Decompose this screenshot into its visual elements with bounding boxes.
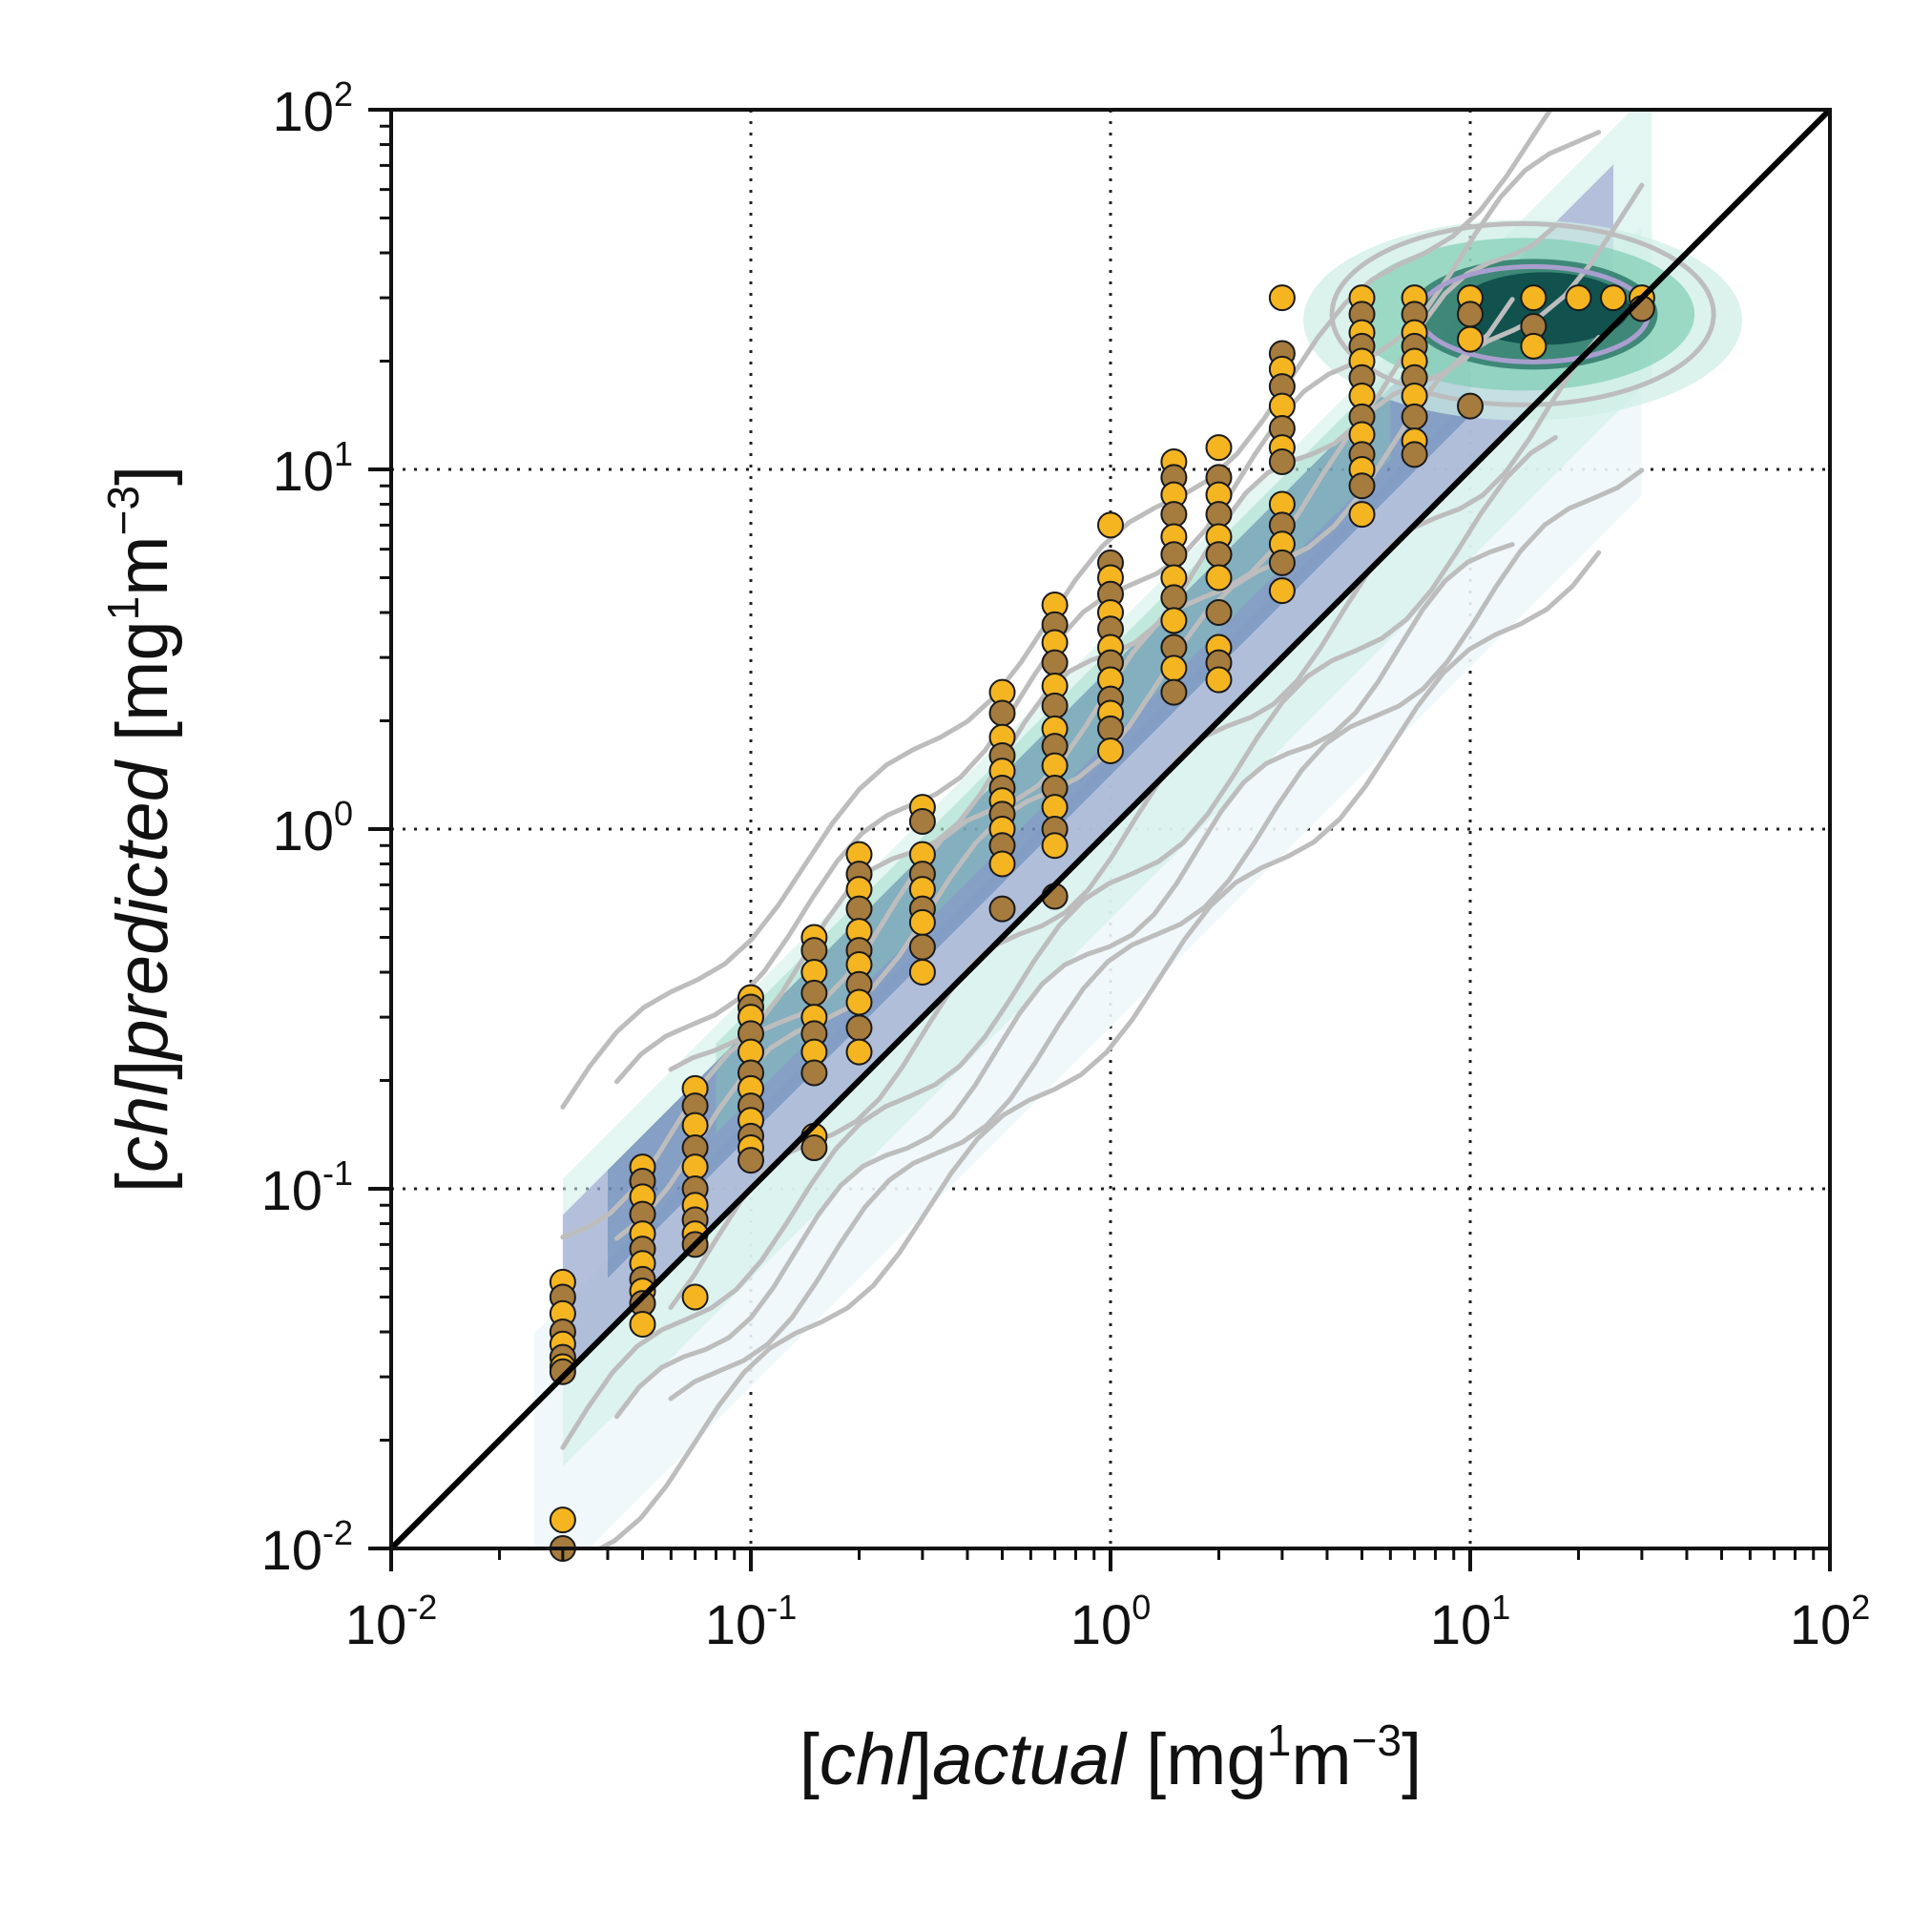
data-point: [1268, 577, 1296, 605]
data-point: [845, 895, 873, 923]
y-tick-label: 10-1: [260, 1153, 353, 1222]
y-tick-labels: 10-2 10-1 100 101 102: [260, 74, 353, 1582]
data-point: [845, 988, 873, 1016]
data-point: [1097, 737, 1124, 765]
data-point: [1401, 403, 1428, 430]
data-point: [1457, 325, 1484, 353]
data-point: [1041, 832, 1069, 860]
data-point: [1520, 284, 1548, 312]
contour-line: [613, 542, 1515, 1420]
data-point: [1268, 549, 1296, 576]
y-tick-label: 102: [272, 74, 353, 143]
data-point: [1401, 441, 1428, 468]
data-point: [1160, 501, 1188, 529]
x-tick-label: 101: [1430, 1588, 1511, 1656]
contour-line: [668, 467, 1645, 1402]
data-point: [1205, 564, 1233, 592]
density-region-outer: [562, 110, 1652, 1467]
data-point: [988, 895, 1016, 923]
y-tick-label: 101: [272, 434, 353, 503]
data-point: [1205, 599, 1233, 627]
data-point: [1041, 692, 1069, 719]
data-point: [1268, 448, 1296, 476]
data-point: [908, 959, 936, 987]
data-point: [1520, 332, 1548, 360]
contour-line: [560, 434, 1558, 1450]
data-point: [1205, 666, 1233, 694]
data-point: [988, 850, 1016, 878]
data-point: [1268, 392, 1296, 420]
data-point: [845, 1014, 873, 1042]
x-tick-label: 10-1: [705, 1588, 798, 1656]
data-point: [549, 1506, 576, 1534]
data-point: [1457, 392, 1484, 420]
data-point: [908, 808, 936, 836]
data-point: [1041, 649, 1069, 676]
x-tick-label: 100: [1070, 1588, 1152, 1656]
data-point: [800, 1059, 828, 1087]
data-point: [1160, 678, 1188, 706]
data-point: [629, 1311, 656, 1339]
data-point: [1205, 541, 1233, 569]
data-point: [1565, 284, 1592, 312]
axis-ticks: [368, 108, 1832, 1571]
data-point: [681, 1111, 709, 1139]
data-point: [1457, 301, 1484, 328]
x-tick-label: 10-2: [345, 1588, 438, 1656]
scatter-points: [549, 284, 1655, 1562]
y-tick-label: 10-2: [260, 1513, 353, 1582]
data-point: [1268, 284, 1296, 312]
data-point: [681, 1283, 709, 1311]
data-point: [988, 699, 1016, 727]
data-point: [1160, 654, 1188, 682]
data-point: [1160, 584, 1188, 612]
one-to-one-line: [388, 107, 1833, 1551]
data-point: [800, 1134, 828, 1162]
data-point: [1600, 284, 1628, 312]
data-point: [737, 1147, 764, 1174]
data-point: [1205, 434, 1233, 462]
data-point: [908, 908, 936, 936]
y-axis-title: [chl]predicted [mg1m−3]: [98, 466, 183, 1193]
data-point: [1348, 472, 1376, 500]
contour-line: [594, 550, 1602, 1548]
contour-ring: [1329, 220, 1716, 407]
data-point: [549, 1358, 576, 1385]
data-point: [800, 979, 828, 1007]
data-point: [1348, 501, 1376, 529]
x-tick-labels: 10-2 10-1 100 101 102: [345, 1588, 1871, 1656]
x-tick-label: 102: [1790, 1588, 1871, 1656]
y-tick-label: 100: [272, 794, 353, 862]
x-axis-title: [chl]actual [mg1m−3]: [800, 1715, 1423, 1800]
data-point: [908, 933, 936, 961]
data-point: [1041, 752, 1069, 779]
data-point: [1160, 541, 1188, 569]
data-point: [1097, 511, 1124, 539]
data-point: [1160, 607, 1188, 634]
density-contours: [534, 110, 1743, 1548]
data-point: [1205, 501, 1233, 529]
data-point: [845, 1038, 873, 1066]
